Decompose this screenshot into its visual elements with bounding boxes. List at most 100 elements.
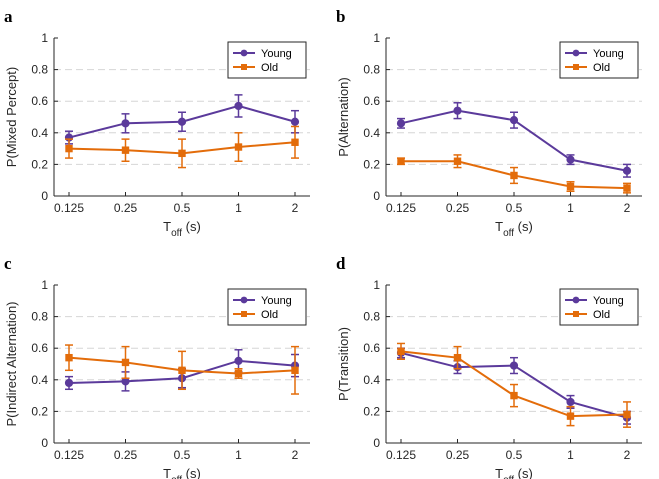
x-tick-label: 0.25 [114,201,138,215]
x-tick-label: 1 [235,448,242,462]
y-tick-label: 0 [41,436,48,450]
panel-letter: a [4,7,13,26]
y-tick-label: 0.4 [31,126,48,140]
legend-label: Young [593,295,624,307]
data-point-square [453,353,462,362]
panel-letter: d [336,254,346,273]
data-point-circle [396,119,406,128]
data-point-circle [290,117,300,126]
x-tick-label: 0.5 [506,448,523,462]
x-tick-label: 2 [292,201,299,215]
y-tick-label: 1 [41,278,48,292]
data-point-square [178,149,186,158]
legend: Young Old [559,288,639,326]
x-axis-label: Toff (s) [495,219,533,239]
legend: Young Old [227,41,307,79]
data-point-square [291,138,299,146]
x-tick-label: 0.5 [174,448,191,462]
y-tick-label: 0.6 [363,94,380,108]
y-tick-label: 1 [373,31,380,45]
legend-label: Young [261,295,292,307]
x-tick-label: 0.125 [54,201,84,215]
data-point-circle [234,356,243,365]
x-axis-label: Toff (s) [495,466,533,479]
data-point-square [510,171,518,180]
y-tick-label: 0.8 [363,310,380,324]
legend: Young Old [227,288,307,326]
legend-box [227,41,307,79]
x-tick-label: 0.125 [54,448,84,462]
x-axis-label: Toff (s) [163,219,201,239]
data-point-square [121,146,130,154]
y-axis-label: P(Transition) [336,327,351,401]
y-tick-label: 0.4 [363,126,380,140]
y-tick-label: 0.2 [31,157,48,171]
y-tick-label: 0.2 [31,404,48,418]
data-point-circle [509,116,519,125]
panel-c: c 0 0.2 0.4 0.6 0.8 1 0.125 0.25 0.5 1 2 Toff (s) P(I… [4,254,310,479]
y-tick-label: 0.6 [363,341,380,355]
data-point-circle [234,101,243,111]
x-axis-label-unit: (s) [514,219,533,234]
legend-marker-square [241,311,247,317]
x-tick-label: 1 [567,201,574,215]
x-tick-label: 1 [567,448,574,462]
y-tick-label: 0 [373,436,380,450]
data-point-square [291,366,299,375]
data-point-circle [566,397,575,407]
legend-marker-circle [240,49,248,57]
data-point-square [453,157,462,165]
legend-marker-square [573,64,579,70]
y-axis-label: P(Mixed Percept) [4,67,19,167]
data-point-square [397,347,405,356]
data-point-square [234,369,243,378]
legend-marker-square [241,64,247,70]
y-tick-label: 1 [41,31,48,45]
panel-a: a 0 0.2 0.4 0.6 0.8 1 0.125 0.25 0.5 1 2 Toff (s) P(M… [4,7,310,239]
x-tick-label: 1 [235,201,242,215]
x-tick-label: 0.25 [446,201,470,215]
data-point-square [65,144,73,153]
y-tick-label: 0 [41,189,48,203]
data-point-square [121,358,130,367]
panel-letter: c [4,254,12,273]
y-tick-label: 0.8 [31,310,48,324]
y-tick-label: 0.2 [363,404,380,418]
panel-b: b 0 0.2 0.4 0.6 0.8 1 0.125 0.25 0.5 1 2 Toff (s) P(A… [336,7,642,239]
x-tick-label: 0.5 [506,201,523,215]
x-tick-label: 0.25 [114,448,138,462]
x-axis-label: Toff (s) [163,466,201,479]
data-point-circle [121,119,130,128]
legend-box [227,288,307,326]
x-axis-label-main: T [163,466,171,479]
panel-letter: b [336,7,345,26]
data-point-square [623,184,631,192]
x-tick-label: 0.5 [174,201,191,215]
x-tick-label: 0.25 [446,448,470,462]
data-point-circle [622,166,632,175]
x-axis-label-sub: off [503,475,514,479]
data-point-square [510,391,518,400]
x-axis-label-unit: (s) [182,466,201,479]
series-old [65,125,299,169]
legend-label: Old [261,62,278,74]
legend: Young Old [559,41,639,79]
x-axis-label-main: T [495,219,503,234]
data-point-square [178,366,186,375]
panel-d: d 0 0.2 0.4 0.6 0.8 1 0.125 0.25 0.5 1 2 Toff (s) P(T… [336,254,642,479]
data-point-circle [509,361,519,370]
y-axis-label: P(Alternation) [336,77,351,156]
data-point-circle [566,155,575,164]
data-point-square [566,412,575,420]
series-old [397,342,631,428]
x-axis-label-sub: off [503,228,514,239]
data-point-square [234,143,243,151]
data-point-square [65,353,73,362]
legend-label: Old [261,309,278,321]
series-young [64,94,300,145]
legend-label: Old [593,62,610,74]
data-point-circle [453,106,462,115]
x-tick-label: 2 [624,201,631,215]
series-old [65,344,299,395]
